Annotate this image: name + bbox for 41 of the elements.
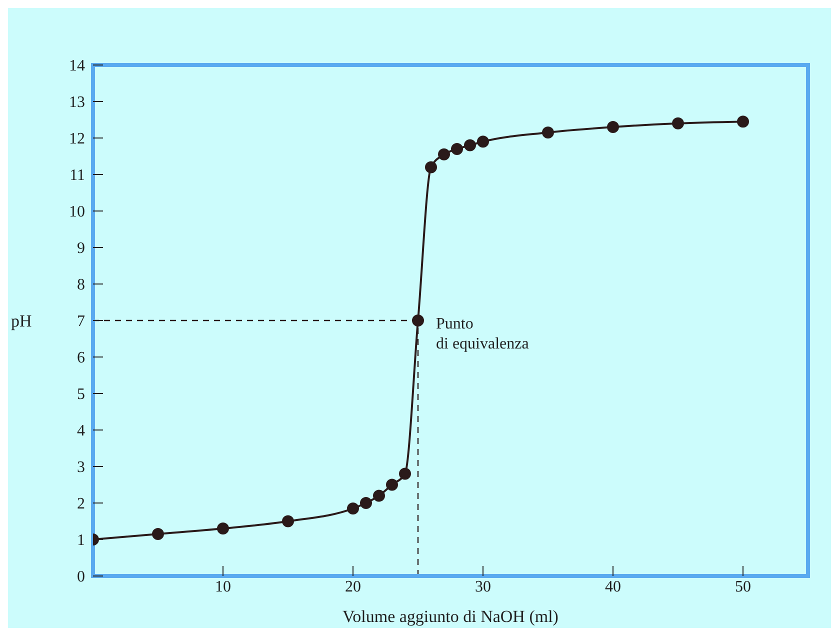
point xyxy=(152,528,164,540)
point xyxy=(672,117,684,130)
x-tick-label: 40 xyxy=(605,578,621,596)
point xyxy=(412,314,424,326)
y-axis-title: pH xyxy=(11,312,32,331)
y-tick-label: 11 xyxy=(70,167,85,184)
point xyxy=(737,116,749,128)
point xyxy=(425,161,437,174)
point xyxy=(607,121,619,134)
y-tick-label: 0 xyxy=(77,568,85,586)
point xyxy=(347,502,359,514)
point xyxy=(217,522,229,535)
x-tick-label: 10 xyxy=(215,578,231,596)
point xyxy=(464,139,476,152)
x-axis-title: Volume aggiunto di NaOH (ml) xyxy=(342,607,558,626)
point xyxy=(542,126,554,139)
y-tick-label: 13 xyxy=(69,94,85,112)
y-tick-label: 1 xyxy=(77,532,85,550)
y-tick-label: 14 xyxy=(69,58,85,75)
y-tick-label: 10 xyxy=(69,204,85,221)
point xyxy=(438,148,450,160)
annotation: Punto di equivalenza xyxy=(436,316,529,352)
point xyxy=(477,136,489,148)
y-tick-label: 4 xyxy=(77,422,85,440)
point xyxy=(399,468,411,480)
y-tick-label: 2 xyxy=(77,496,85,513)
point xyxy=(360,497,372,509)
point xyxy=(386,478,398,491)
y-tick-label: 9 xyxy=(77,240,85,258)
x-tick-label: 20 xyxy=(345,578,361,596)
y-tick-label: 8 xyxy=(77,276,85,294)
point xyxy=(451,142,463,155)
x-tick-label: 50 xyxy=(735,578,751,596)
y-tick-label: 6 xyxy=(77,350,85,367)
y-tick-label: 3 xyxy=(77,459,85,476)
y-tick-label: 5 xyxy=(77,386,85,404)
y-tick-label: 12 xyxy=(69,130,85,148)
point xyxy=(373,490,385,502)
y-tick-label: 7 xyxy=(77,313,85,330)
point xyxy=(282,515,294,528)
x-tick-label: 30 xyxy=(475,578,491,596)
